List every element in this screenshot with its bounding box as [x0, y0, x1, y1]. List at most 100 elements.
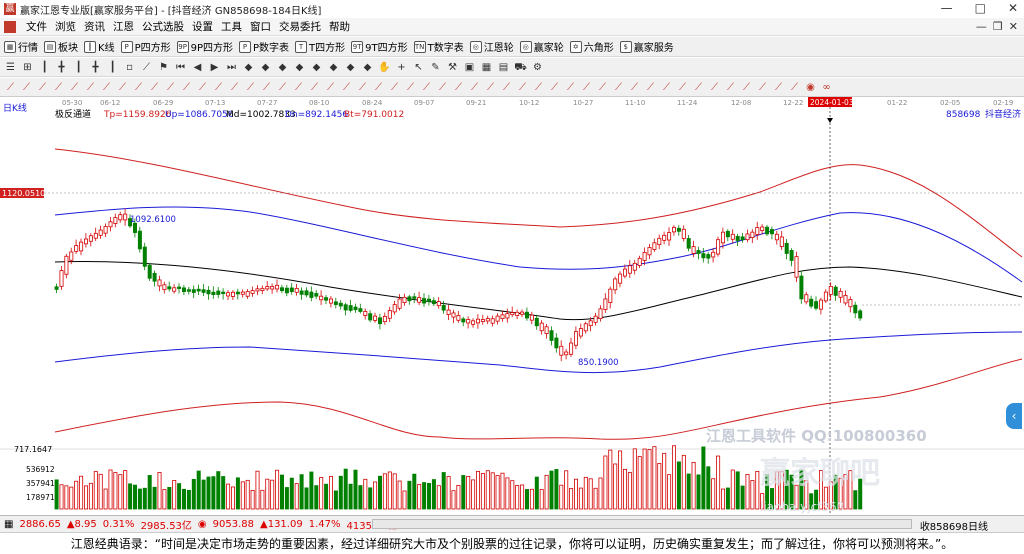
candle-icon[interactable]: ╋	[92, 61, 99, 73]
line-tool-icon[interactable]: ⟋	[359, 81, 366, 93]
calc-icon[interactable]: ▣	[464, 61, 475, 73]
line-tool-icon[interactable]: ⟋	[375, 81, 382, 93]
line-tool-icon[interactable]: ⟋	[759, 81, 766, 93]
line-tool-icon[interactable]: ⟋	[471, 81, 478, 93]
hand-icon[interactable]: ✋	[378, 61, 391, 73]
line-tool-icon[interactable]: ⟋	[695, 81, 702, 93]
next-icon[interactable]: ▶	[210, 61, 219, 73]
menu-item-gann[interactable]: 江恩	[113, 21, 134, 33]
candle-icon[interactable]: ┃	[109, 61, 116, 73]
settings-icon[interactable]: ⚙	[533, 61, 542, 73]
line-tool-icon[interactable]: ⟋	[263, 81, 270, 93]
line-tool-icon[interactable]: ⟋	[407, 81, 414, 93]
kline-chart[interactable]: 05-30 06-12 06-29 07-13 07-27 08-10 08-2…	[0, 97, 1024, 515]
line-tool-icon[interactable]: ⟋	[7, 81, 14, 93]
report-icon[interactable]: ▤	[498, 61, 509, 73]
toolbar-service-button[interactable]: $ 赢家服务	[619, 39, 674, 54]
first-icon[interactable]: ⏮	[176, 61, 185, 73]
candle-icon[interactable]: ╋	[58, 61, 65, 73]
line-tool-icon[interactable]: ⟋	[71, 81, 78, 93]
line-tool-icon[interactable]: ⟋	[279, 81, 286, 93]
toolbar-p-table-button[interactable]: P P数字表	[239, 39, 289, 54]
line-tool-icon[interactable]: ⟋	[23, 81, 30, 93]
menu-item-trade[interactable]: 交易委托	[279, 21, 321, 33]
diamond-icon[interactable]: ◆	[295, 61, 304, 73]
line-tool-icon[interactable]: ⟋	[151, 81, 158, 93]
line-tool-icon[interactable]: ⟋	[39, 81, 46, 93]
line-tool-icon[interactable]: ⟋	[119, 81, 126, 93]
diamond-icon[interactable]: ◆	[312, 61, 321, 73]
menu-item-help[interactable]: 帮助	[329, 21, 350, 33]
table-icon[interactable]: ▦	[481, 61, 492, 73]
line-tool-icon[interactable]: ⟋	[727, 81, 734, 93]
line-tool-icon[interactable]: ⟋	[311, 81, 318, 93]
menu-item-formula[interactable]: 公式选股	[142, 21, 184, 33]
pen-icon[interactable]: ✎	[431, 61, 440, 73]
cross-icon[interactable]: +	[397, 61, 406, 73]
line-icon[interactable]: ⟋	[143, 61, 150, 73]
line-tool-icon[interactable]: ⟋	[215, 81, 222, 93]
toolbar-p-square-button[interactable]: P P四方形	[120, 39, 171, 54]
toolbar-hexagon-button[interactable]: ✡ 六角形	[569, 39, 614, 54]
globe-icon[interactable]: ◉	[806, 81, 815, 93]
line-tool-icon[interactable]: ⟋	[87, 81, 94, 93]
line-tool-icon[interactable]: ⟋	[615, 81, 622, 93]
candle-icon[interactable]: ▫	[126, 61, 133, 73]
line-tool-icon[interactable]: ⟋	[503, 81, 510, 93]
menu-item-file[interactable]: 文件	[26, 21, 47, 33]
line-tool-icon[interactable]: ⟋	[583, 81, 590, 93]
diamond-icon[interactable]: ◆	[363, 61, 372, 73]
line-tool-icon[interactable]: ⟋	[567, 81, 574, 93]
list-icon[interactable]: ☰	[6, 61, 15, 73]
car-icon[interactable]: ⛟	[514, 61, 527, 73]
line-tool-icon[interactable]: ⟋	[679, 81, 686, 93]
line-tool-icon[interactable]: ⟋	[775, 81, 782, 93]
line-tool-icon[interactable]: ⟋	[535, 81, 542, 93]
infinity-icon[interactable]: ∞	[822, 81, 831, 93]
line-tool-icon[interactable]: ⟋	[743, 81, 750, 93]
diamond-icon[interactable]: ◆	[244, 61, 253, 73]
line-tool-icon[interactable]: ⟋	[647, 81, 654, 93]
line-tool-icon[interactable]: ⟋	[391, 81, 398, 93]
child-restore-button[interactable]: ❐	[992, 20, 1003, 33]
horizontal-scrollbar[interactable]	[372, 519, 912, 529]
menu-item-news[interactable]: 资讯	[84, 21, 105, 33]
line-tool-icon[interactable]: ⟋	[599, 81, 606, 93]
diamond-icon[interactable]: ◆	[346, 61, 355, 73]
line-tool-icon[interactable]: ⟋	[455, 81, 462, 93]
candle-icon[interactable]: ┃	[41, 61, 48, 73]
line-tool-icon[interactable]: ⟋	[551, 81, 558, 93]
toolbar-t-table-button[interactable]: TN T数字表	[413, 40, 464, 54]
line-tool-icon[interactable]: ⟋	[519, 81, 526, 93]
toolbar-kline-button[interactable]: ┃ K线	[84, 39, 115, 54]
toolbar-t-square-button[interactable]: T T四方形	[295, 39, 345, 54]
candle-icon[interactable]: ┃	[75, 61, 82, 73]
line-tool-icon[interactable]: ⟋	[327, 81, 334, 93]
child-minimize-button[interactable]: —	[975, 20, 987, 33]
line-tool-icon[interactable]: ⟋	[183, 81, 190, 93]
cursor-icon[interactable]: ↖	[414, 61, 423, 73]
line-tool-icon[interactable]: ⟋	[631, 81, 638, 93]
diamond-icon[interactable]: ◆	[329, 61, 338, 73]
line-tool-icon[interactable]: ⟋	[343, 81, 350, 93]
line-tool-icon[interactable]: ⟋	[167, 81, 174, 93]
diamond-icon[interactable]: ◆	[278, 61, 287, 73]
toolbar-9p-square-button[interactable]: 9P 9P四方形	[176, 40, 233, 54]
line-tool-icon[interactable]: ⟋	[487, 81, 494, 93]
flag-icon[interactable]: ⚑	[159, 61, 168, 73]
toolbar-gann-wheel-button[interactable]: ◎ 江恩轮	[469, 39, 514, 54]
zoom-icon[interactable]: ⊞	[23, 61, 32, 73]
menu-item-browse[interactable]: 浏览	[55, 21, 76, 33]
minimize-button[interactable]: —	[940, 1, 953, 15]
prev-icon[interactable]: ◀	[193, 61, 202, 73]
line-tool-icon[interactable]: ⟋	[423, 81, 430, 93]
line-tool-icon[interactable]: ⟋	[199, 81, 206, 93]
tools-icon[interactable]: ⚒	[448, 61, 457, 73]
line-tool-icon[interactable]: ⟋	[439, 81, 446, 93]
last-icon[interactable]: ⏭	[227, 61, 236, 73]
line-tool-icon[interactable]: ⟋	[295, 81, 302, 93]
toolbar-9t-square-button[interactable]: 9T 9T四方形	[351, 40, 408, 54]
toolbar-quotes-button[interactable]: ▦ 行情	[4, 39, 38, 54]
line-tool-icon[interactable]: ⟋	[231, 81, 238, 93]
line-tool-icon[interactable]: ⟋	[791, 81, 798, 93]
